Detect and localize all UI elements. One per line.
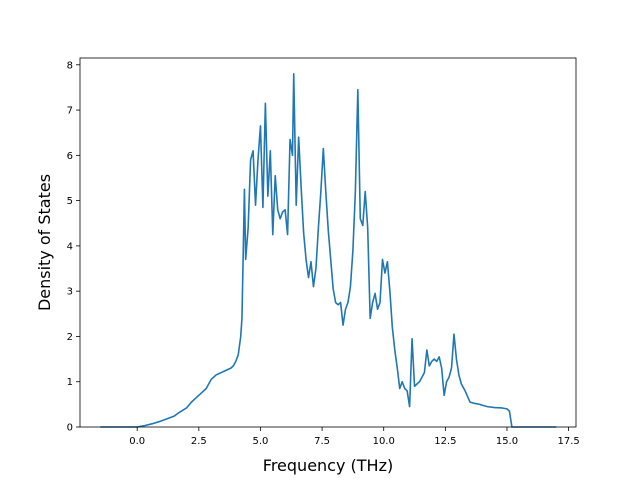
x-axis: 0.0 2.5 5.0 7.5 10.0 12.5 15.0 17.5 <box>129 427 580 447</box>
y-axis-label: Density of States <box>35 174 54 311</box>
x-tick-label: 0.0 <box>129 436 145 447</box>
y-tick-label: 2 <box>67 332 73 343</box>
y-tick-label: 6 <box>67 151 73 162</box>
dos-series-line <box>100 73 557 428</box>
y-tick-label: 8 <box>67 60 73 71</box>
x-tick-label: 2.5 <box>191 436 207 447</box>
y-tick-label: 5 <box>67 196 73 207</box>
plot-frame <box>79 57 577 428</box>
y-axis: 0 1 2 3 4 5 6 7 8 <box>67 60 80 434</box>
y-tick-label: 0 <box>67 423 73 434</box>
x-tick-label: 10.0 <box>373 436 395 447</box>
x-tick-label: 15.0 <box>496 436 518 447</box>
x-axis-label: Frequency (THz) <box>263 456 393 475</box>
y-tick-label: 7 <box>67 106 73 117</box>
y-tick-label: 1 <box>67 377 73 388</box>
x-tick-label: 5.0 <box>253 436 269 447</box>
y-tick-label: 4 <box>67 241 73 252</box>
series-line-group <box>100 73 557 428</box>
x-tick-label: 12.5 <box>434 436 456 447</box>
y-tick-label: 3 <box>67 287 73 298</box>
x-tick-label: 7.5 <box>314 436 330 447</box>
x-tick-label: 17.5 <box>557 436 579 447</box>
